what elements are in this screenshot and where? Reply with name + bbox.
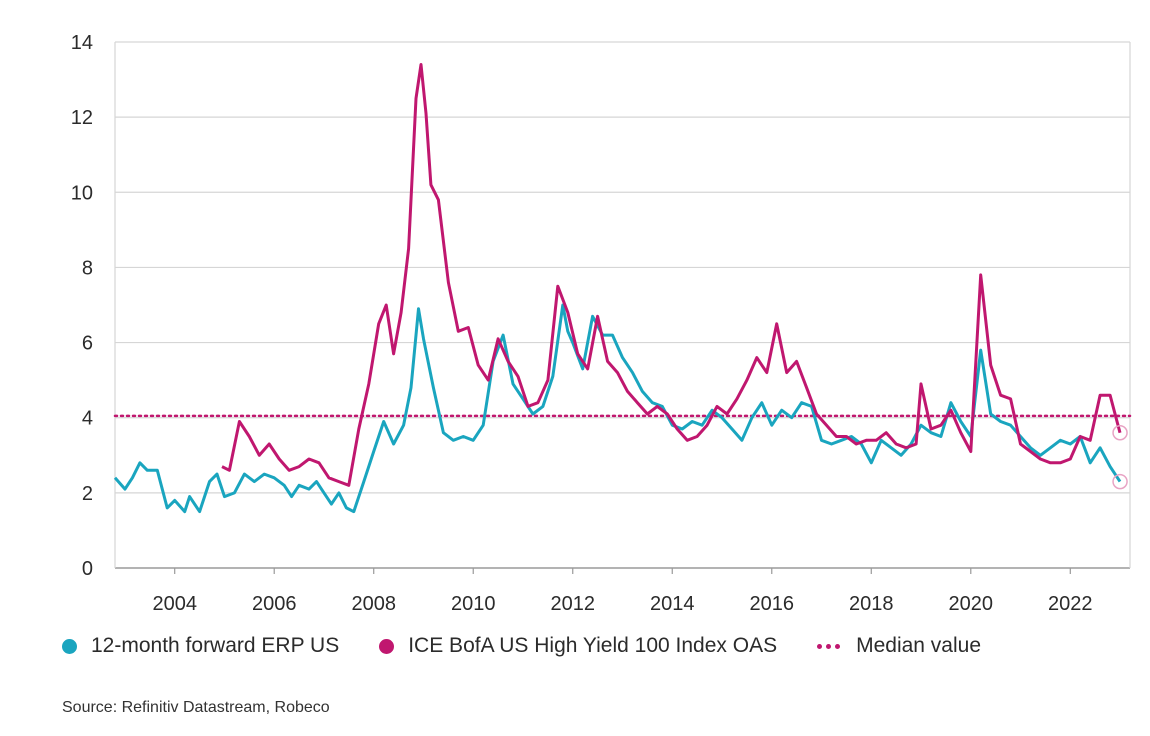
legend: 12-month forward ERP US ICE BofA US High… [62,634,1021,658]
x-tick-label: 2006 [252,593,297,615]
source-note: Source: Refinitiv Datastream, Robeco [62,699,330,716]
legend-marker-median [817,643,844,649]
legend-marker-erp [62,638,77,654]
y-tick-label: 10 [71,182,93,204]
legend-marker-oas [379,638,395,654]
legend-item-median: Median value [817,634,981,658]
x-tick-label: 2010 [451,593,496,615]
x-tick-label: 2016 [750,593,795,615]
legend-label-oas: ICE BofA US High Yield 100 Index OAS [408,634,778,657]
legend-label-erp: 12-month forward ERP US [91,634,340,657]
y-tick-label: 0 [82,558,93,580]
legend-item-oas: ICE BofA US High Yield 100 Index OAS [379,634,777,658]
y-axis-ticks: 0 2 4 6 8 10 12 14 [71,32,93,580]
y-tick-label: 4 [82,408,93,430]
x-tick-label: 2022 [1048,593,1093,615]
y-tick-label: 12 [71,107,93,129]
x-tick-label: 2008 [351,593,396,615]
series-endpoint-oas [1112,424,1128,441]
y-tick-label: 2 [82,483,93,505]
x-tick-label: 2014 [650,593,695,615]
series-line-oas [221,63,1122,487]
x-tick-label: 2020 [949,593,994,615]
x-tick-label: 2004 [152,593,197,615]
x-axis-ticks: 2004 2006 2008 2010 2012 2014 2016 2018 2020 2022 [152,568,1093,615]
chart: 0 2 4 6 8 10 12 14 2004 2006 2008 2010 2012 2014 2016… [71,32,1132,615]
y-tick-label: 6 [82,333,93,355]
y-tick-label: 8 [82,257,93,279]
x-tick-label: 2012 [550,593,595,615]
legend-label-median: Median value [856,634,982,657]
x-tick-label: 2018 [849,593,894,615]
grid-lines [114,41,1131,569]
series-line-erp [113,303,1122,514]
series-endpoint-erp [1112,473,1128,490]
legend-item-erp: 12-month forward ERP US [62,634,339,658]
y-tick-label: 14 [71,32,93,54]
